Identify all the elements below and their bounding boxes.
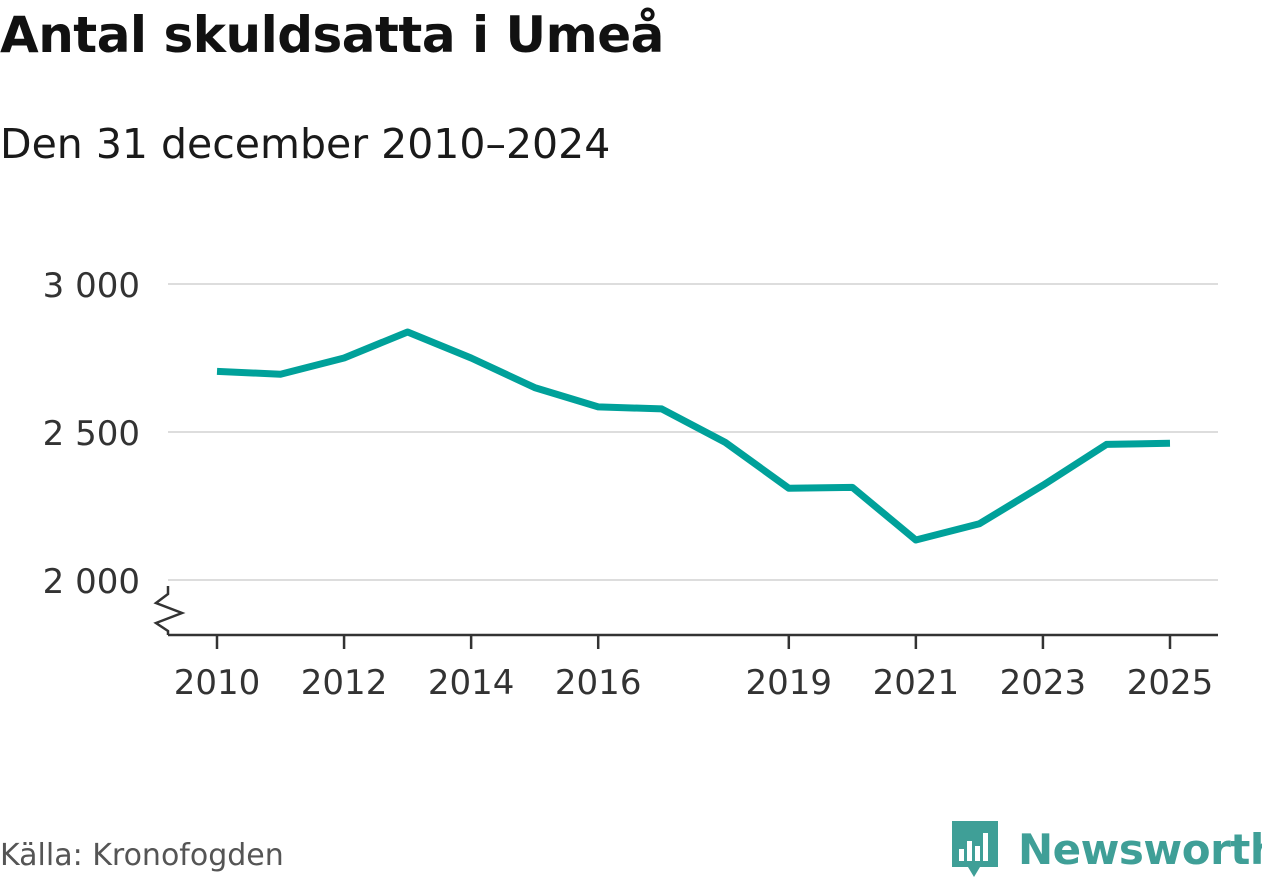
source-note: Källa: Kronofogden [0,838,284,873]
x-tick-label: 2012 [301,663,388,703]
x-tick-label: 2023 [1000,663,1087,703]
series-lines [216,328,1171,544]
y-axis-tick-labels: 2 000 2 500 3 000 [43,266,140,602]
x-tick-label: 2014 [428,663,515,703]
y-tick-label: 2 000 [43,562,140,602]
axis-break-icon [153,586,186,635]
y-tick-label: 2 500 [43,414,140,454]
x-tick-label: 2021 [873,663,960,703]
x-tick-label: 2019 [746,663,833,703]
x-tick-label: 2016 [555,663,642,703]
x-tick-label: 2025 [1127,663,1214,703]
chart-title: Antal skuldsatta i Umeå [0,6,664,64]
x-tick-label: 2010 [174,663,261,703]
series-line [216,328,1171,544]
chart-subtitle: Den 31 december 2010–2024 [0,120,611,168]
newsworthy-logo-icon [952,821,998,877]
gridlines [168,283,1218,581]
brand-name: Newsworthy [1018,824,1262,874]
x-axis-tick-labels: 2010 2012 2014 2016 2019 2021 2023 2025 [174,663,1214,703]
y-tick-label: 3 000 [43,266,140,306]
brand: Newsworthy [950,818,1262,880]
x-axis [153,586,1218,649]
